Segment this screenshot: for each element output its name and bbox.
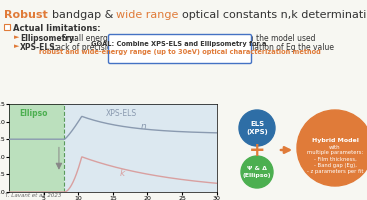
Bar [4,24,10,30]
Text: ►: ► [14,34,19,40]
Text: +: + [249,142,265,160]
Text: multiple parameters:: multiple parameters: [307,150,363,155]
Circle shape [241,156,273,188]
Text: Ψ & Δ
(Ellipso): Ψ & Δ (Ellipso) [243,166,271,178]
Text: bandgap &: bandgap & [52,10,116,20]
Text: T. Lavant et al, 2023: T. Lavant et al, 2023 [5,193,61,198]
Text: Hybrid Model: Hybrid Model [312,138,359,143]
Circle shape [239,110,275,146]
Text: - Film thickness,: - Film thickness, [314,157,356,162]
Text: ELS
(XPS): ELS (XPS) [246,121,268,135]
Text: ►: ► [14,43,19,49]
Text: Actual limitations:: Actual limitations: [13,24,101,33]
Text: Lack of precision in baseline leading to an overestimation of Eg the value: Lack of precision in baseline leading to… [52,43,334,52]
Text: wide range: wide range [116,10,182,20]
Text: Ellipso: Ellipso [19,109,48,118]
Text: XPS-ELS: XPS-ELS [106,109,137,118]
Text: GOAL: Combine XPS-ELS and Ellipsometry for a: GOAL: Combine XPS-ELS and Ellipsometry f… [91,41,269,47]
Text: Robust: Robust [4,10,52,20]
Text: optical constants n,k determination: optical constants n,k determination [182,10,367,20]
Circle shape [297,110,367,186]
Text: - Band gap (Eg),: - Band gap (Eg), [313,163,356,168]
FancyBboxPatch shape [109,34,251,64]
Text: n: n [141,122,146,131]
Text: k: k [120,169,125,178]
Text: - z parameters per fit: - z parameters per fit [307,169,363,174]
Text: Ellipsometry:: Ellipsometry: [20,34,77,43]
Text: with: with [329,145,341,150]
Text: Small energy range and Eg value is dependent on the model used: Small energy range and Eg value is depen… [62,34,316,43]
Text: robust and wide-energy range (up to 30eV) optical characterization method: robust and wide-energy range (up to 30eV… [39,49,321,55]
Text: XPS-ELS:: XPS-ELS: [20,43,59,52]
Bar [9,104,65,192]
